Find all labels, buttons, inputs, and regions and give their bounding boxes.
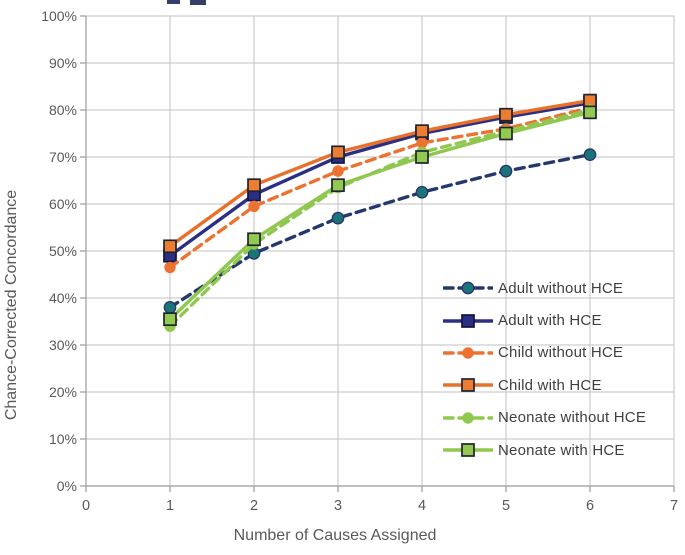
y-tick-label: 20%: [49, 384, 77, 400]
legend-item-adult-without-hce: Adult without HCE: [443, 272, 646, 304]
y-tick-label: 100%: [41, 8, 77, 24]
y-tick-label: 80%: [49, 102, 77, 118]
legend-marker-child-with-hce: [443, 377, 493, 393]
legend-label: Child with HCE: [498, 376, 602, 394]
legend-sample-svg: [443, 443, 493, 457]
legend-marker-adult-with-hce: [443, 313, 493, 329]
y-tick-label: 50%: [49, 243, 77, 259]
legend-marker-neonate-with-hce: [443, 442, 493, 458]
x-tick-label: 4: [418, 498, 426, 514]
legend-sample-marker: [462, 347, 474, 359]
legend-sample-svg: [443, 378, 493, 393]
y-axis-title: Chance-Corrected Concordance: [3, 190, 20, 420]
y-tick-label: 60%: [49, 196, 77, 212]
y-tick-label: 10%: [49, 431, 77, 447]
x-tick-label: 7: [670, 498, 678, 514]
legend-sample-marker: [462, 412, 474, 424]
x-tick-label: 5: [502, 498, 510, 514]
y-tick-label: 90%: [49, 55, 77, 71]
data-point-marker: [247, 232, 261, 247]
data-point-marker: [499, 107, 513, 122]
data-point-marker: [583, 148, 597, 161]
series-line: [168, 152, 592, 310]
legend-sample-marker: [461, 378, 475, 393]
data-point-marker: [163, 239, 177, 254]
series-line: [168, 98, 592, 249]
series-line: [168, 105, 592, 270]
y-tick-label: 40%: [49, 290, 77, 306]
legend-sample-svg: [443, 281, 493, 295]
y-tick-label: 70%: [49, 149, 77, 165]
series-line: [168, 101, 592, 258]
y-tick-label: 0%: [57, 478, 77, 494]
x-axis-title: Number of Causes Assigned: [234, 527, 437, 544]
legend-sample-svg: [443, 412, 493, 424]
data-point-marker: [247, 178, 261, 193]
data-point-marker: [164, 261, 176, 274]
legend-marker-neonate-without-hce: [443, 410, 493, 426]
legend-label: Child without HCE: [498, 344, 624, 362]
data-point-marker: [332, 165, 344, 177]
x-tick-label: 3: [334, 498, 342, 514]
legend-sample-svg: [443, 313, 493, 328]
data-point-marker: [415, 124, 429, 139]
legend-item-neonate-with-hce: Neonate with HCE: [443, 434, 646, 466]
legend-sample-marker: [461, 313, 475, 328]
data-point-marker: [248, 200, 260, 213]
cropped-title-artifact: [190, 0, 206, 5]
legend-sample-marker: [461, 281, 475, 295]
legend-label: Neonate with HCE: [498, 441, 625, 459]
legend-sample-marker: [461, 443, 475, 457]
legend-item-child-without-hce: Child without HCE: [443, 337, 646, 369]
series-adult-without-hce: [163, 148, 597, 314]
x-tick-label: 1: [166, 498, 174, 514]
series-child-with-hce: [163, 93, 597, 254]
legend-label: Neonate without HCE: [498, 409, 647, 427]
x-tick-label: 6: [586, 498, 594, 514]
data-point-marker: [163, 312, 177, 326]
data-point-marker: [331, 145, 345, 160]
data-point-marker: [416, 137, 428, 149]
data-point-marker: [499, 164, 513, 178]
legend-item-adult-with-hce: Adult with HCE: [443, 304, 646, 336]
data-point-marker: [163, 301, 177, 314]
legend-label: Adult without HCE: [498, 279, 624, 297]
data-point-marker: [499, 126, 513, 141]
cropped-title-artifact: [167, 0, 180, 4]
legend-item-child-with-hce: Child with HCE: [443, 369, 646, 401]
data-point-marker: [415, 150, 429, 164]
data-point-marker: [415, 185, 429, 199]
legend-item-neonate-without-hce: Neonate without HCE: [443, 402, 646, 434]
data-point-marker: [583, 105, 597, 120]
legend-marker-child-without-hce: [443, 345, 493, 361]
legend-label: Adult with HCE: [498, 312, 602, 330]
x-tick-label: 0: [82, 498, 90, 514]
legend-sample-svg: [443, 347, 493, 359]
legend-marker-adult-without-hce: [443, 280, 493, 296]
chart-legend: Adult without HCE Adult with HCE Child w…: [443, 272, 646, 466]
series-neonate-with-hce: [163, 105, 597, 326]
series-line: [168, 110, 592, 321]
data-point-marker: [331, 211, 345, 225]
y-tick-label: 30%: [49, 337, 77, 353]
data-point-marker: [331, 178, 345, 193]
x-tick-label: 2: [250, 498, 258, 514]
